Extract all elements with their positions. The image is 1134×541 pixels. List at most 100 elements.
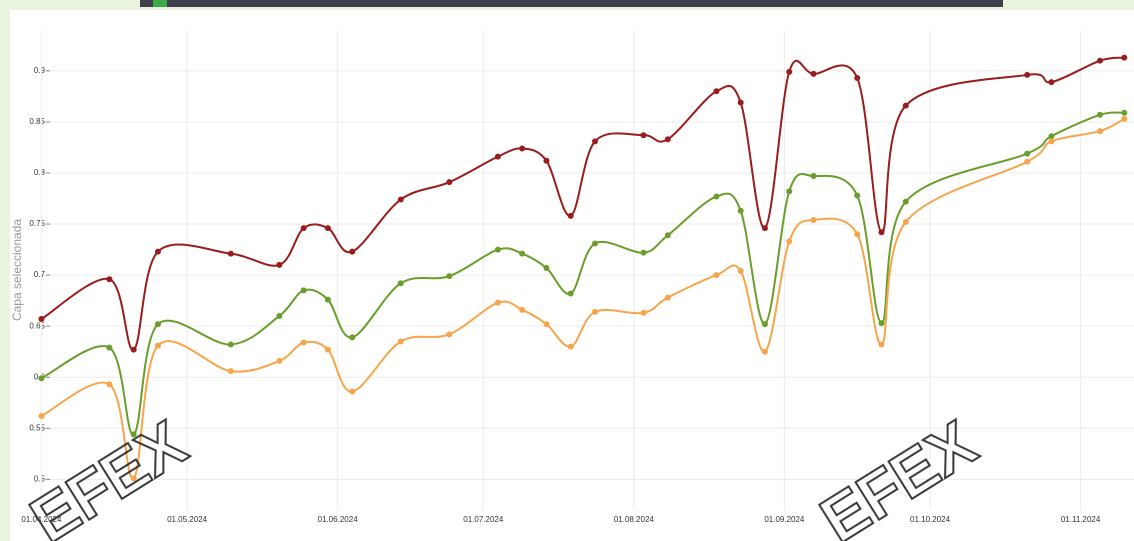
y-tick-label: 0.7 <box>34 270 46 279</box>
x-tick-label: 01.08.2024 <box>614 515 655 524</box>
point <box>543 321 550 328</box>
point <box>713 193 720 200</box>
x-tick-label: 01.11.2024 <box>1061 515 1101 524</box>
point <box>300 287 307 294</box>
point <box>737 268 744 275</box>
point <box>349 334 356 341</box>
series <box>38 54 1128 353</box>
point <box>130 475 137 482</box>
point <box>786 238 793 245</box>
point <box>349 248 356 255</box>
point <box>1048 133 1055 140</box>
point <box>300 339 307 346</box>
point <box>810 70 817 77</box>
point <box>567 290 574 297</box>
point <box>38 413 45 420</box>
point <box>664 294 671 301</box>
point <box>543 157 550 164</box>
point <box>397 280 404 287</box>
point <box>106 381 113 388</box>
point <box>1024 150 1031 157</box>
point <box>227 341 234 348</box>
y-axis-label: Capa seleccionada <box>10 219 24 321</box>
x-tick-label: 01.06.2024 <box>318 515 359 524</box>
point <box>324 225 331 232</box>
point <box>810 216 817 223</box>
point <box>446 331 453 338</box>
y-tick-label: 0.8 <box>34 168 46 177</box>
point <box>1121 115 1128 122</box>
point <box>446 273 453 280</box>
point <box>494 246 501 253</box>
point <box>349 388 356 395</box>
point <box>902 102 909 109</box>
point <box>494 299 501 306</box>
point <box>591 240 598 247</box>
point <box>1097 111 1104 118</box>
x-tick-label: 01.10.2024 <box>910 515 951 524</box>
point <box>1097 57 1104 64</box>
point <box>1048 79 1055 86</box>
series-line <box>40 56 1125 351</box>
point <box>494 153 501 160</box>
grid: 0.50.550.60.650.70.750.80.850.901.04.202… <box>21 30 1134 524</box>
x-tick-label: 01.04.2024 <box>21 515 62 524</box>
point <box>276 312 283 319</box>
point <box>591 308 598 315</box>
point <box>713 272 720 279</box>
point <box>761 348 768 355</box>
point <box>519 250 526 257</box>
point <box>567 343 574 350</box>
point <box>154 321 161 328</box>
point <box>543 264 550 271</box>
x-tick-label: 01.05.2024 <box>167 515 208 524</box>
point <box>761 321 768 328</box>
point <box>640 309 647 316</box>
point <box>786 188 793 195</box>
series <box>38 115 1128 482</box>
point <box>664 136 671 143</box>
point <box>227 368 234 375</box>
y-tick-label: 0.55 <box>29 423 45 432</box>
y-tick-label: 0.9 <box>34 66 46 75</box>
point <box>664 232 671 239</box>
point <box>1097 128 1104 135</box>
point <box>130 346 137 353</box>
point <box>640 249 647 256</box>
point <box>300 225 307 232</box>
point <box>810 173 817 180</box>
series-line <box>40 117 1125 480</box>
point <box>878 320 885 327</box>
y-tick-label: 0.5 <box>34 474 46 483</box>
point <box>154 342 161 349</box>
x-tick-label: 01.09.2024 <box>764 515 805 524</box>
point <box>276 261 283 268</box>
point <box>276 357 283 364</box>
point <box>130 431 137 438</box>
y-tick-label: 0.85 <box>29 117 45 126</box>
top-bar <box>140 0 1003 7</box>
point <box>713 88 720 95</box>
point <box>878 229 885 236</box>
plot-area: 0.50.550.60.650.70.750.80.850.901.04.202… <box>21 30 1134 524</box>
point <box>786 68 793 75</box>
point <box>38 316 45 323</box>
point <box>761 225 768 232</box>
point <box>324 346 331 353</box>
point <box>324 296 331 303</box>
series <box>38 109 1128 438</box>
point <box>902 219 909 225</box>
top-bar-accent <box>153 0 167 7</box>
point <box>567 212 574 219</box>
point <box>519 306 526 313</box>
point <box>1048 138 1055 145</box>
point <box>106 344 113 351</box>
point <box>854 75 861 81</box>
point <box>38 375 45 382</box>
point <box>1024 158 1031 165</box>
point <box>1121 54 1128 61</box>
x-tick-label: 01.07.2024 <box>463 515 504 524</box>
point <box>902 198 909 205</box>
